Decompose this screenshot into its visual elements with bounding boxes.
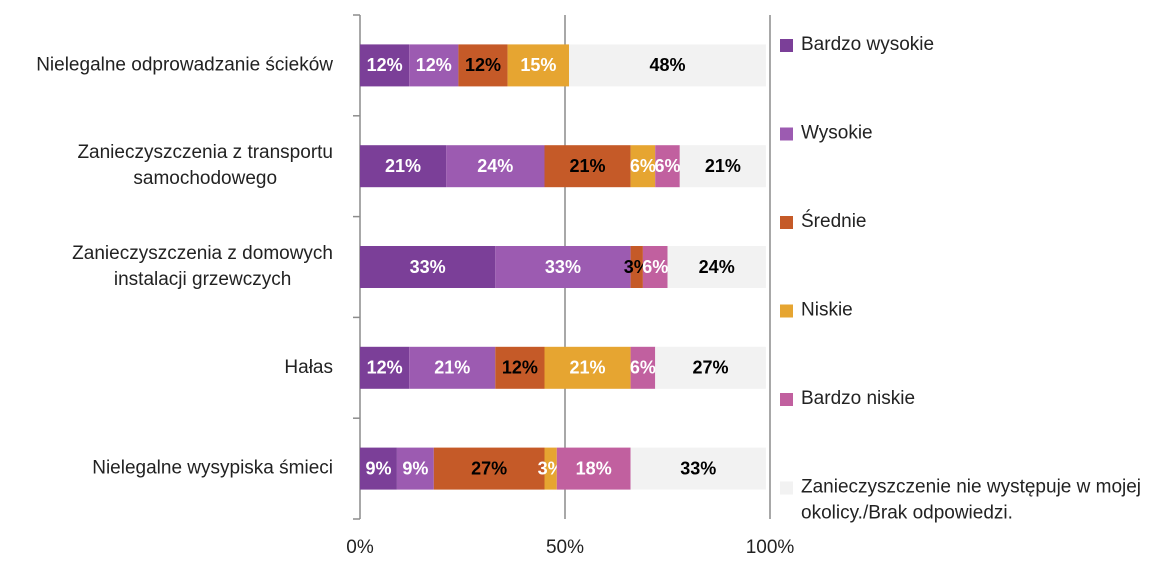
legend-label: Zanieczyszczenie nie występuje w mojej ok… [801, 477, 1141, 524]
data-label: 21% [434, 358, 470, 378]
legend-swatch [780, 127, 793, 141]
bar-segment [360, 44, 410, 87]
data-label: 6% [630, 358, 656, 378]
bar-segment [409, 44, 459, 87]
bar-segment [360, 346, 410, 389]
legend-swatch [780, 393, 793, 406]
data-label: 21% [570, 358, 606, 378]
bar-segment [630, 246, 643, 288]
bar-segment [544, 145, 631, 188]
data-label: 6% [654, 156, 680, 176]
data-label: 21% [570, 156, 606, 176]
data-label: 12% [502, 358, 538, 378]
data-label: 18% [576, 458, 612, 478]
bar-segment [544, 346, 631, 389]
bar-segment [495, 346, 545, 389]
y-tick-label: Zanieczyszczenia z domowych instalacji gr… [72, 243, 333, 290]
data-label: 12% [367, 55, 403, 75]
legend-label: Bardzo wysokie [801, 34, 934, 55]
bar-segment [630, 447, 766, 490]
data-label: 12% [465, 55, 501, 75]
bar-segment [458, 44, 508, 87]
bar-segment [360, 246, 496, 288]
data-label: 24% [477, 156, 513, 176]
data-label: 12% [367, 358, 403, 378]
bar-segment [679, 145, 766, 188]
bar-segment [556, 447, 631, 490]
data-label: 27% [471, 458, 507, 478]
data-label: 33% [680, 458, 716, 478]
legend-swatch [780, 216, 793, 229]
bar-segment [667, 246, 766, 288]
x-tick-label: 100% [746, 537, 795, 558]
data-label: 12% [416, 55, 452, 75]
legend-swatch [780, 39, 793, 52]
bar-segment [642, 246, 668, 288]
y-tick-label: Hałas [284, 357, 333, 378]
data-label: 21% [385, 156, 421, 176]
data-label: 15% [520, 55, 556, 75]
bar-segment [655, 145, 680, 188]
data-label: 24% [699, 257, 735, 277]
data-label: 33% [410, 257, 446, 277]
legend-label: Wysokie [801, 123, 873, 144]
y-tick-label: Zanieczyszczenia z transportu samochodowe… [77, 142, 333, 189]
x-tick-label: 50% [546, 537, 584, 558]
bar-segment [360, 145, 447, 188]
bar-segment [360, 447, 397, 490]
bar-segment [630, 346, 656, 389]
bar-segment [495, 246, 631, 288]
bar-segment [569, 44, 766, 87]
bar-segment [630, 145, 656, 188]
legend-label: Niskie [801, 300, 853, 321]
legend-swatch [780, 481, 793, 495]
bar-segment [507, 44, 570, 87]
legend-swatch [780, 304, 793, 318]
y-tick-label: Nielegalne odprowadzanie ścieków [36, 54, 333, 75]
bar-segment [446, 145, 545, 188]
y-tick-label: Nielegalne wysypiska śmieci [92, 458, 333, 479]
bar-segment [396, 447, 434, 490]
data-label: 6% [642, 257, 668, 277]
legend-label: Średnie [801, 210, 867, 232]
data-label: 9% [402, 458, 428, 478]
data-label: 21% [705, 156, 741, 176]
bar-segment [409, 346, 496, 389]
data-label: 9% [365, 458, 391, 478]
data-label: 27% [693, 358, 729, 378]
bar-segment [433, 447, 545, 490]
data-label: 33% [545, 257, 581, 277]
legend-label: Bardzo niskie [801, 388, 915, 409]
bar-segment [655, 346, 766, 389]
data-label: 6% [630, 156, 656, 176]
data-label: 48% [649, 55, 685, 75]
x-tick-label: 0% [346, 537, 374, 558]
bar-segment [544, 447, 557, 490]
